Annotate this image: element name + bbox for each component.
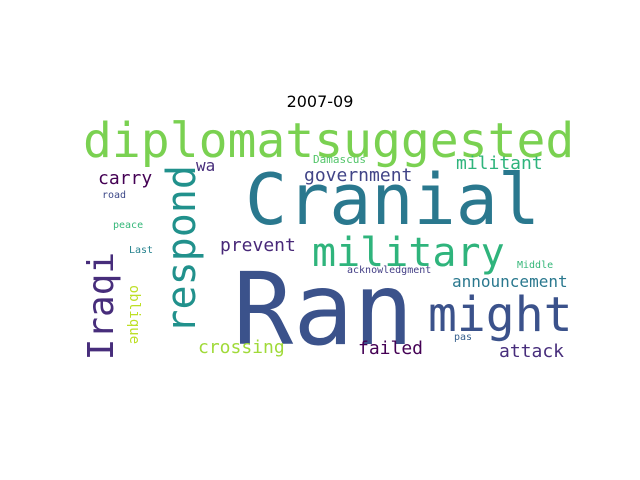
word-iraqi: Iraqi — [81, 252, 122, 361]
word-oblique: oblique — [126, 285, 142, 345]
word-respond: respond — [159, 165, 205, 334]
word-carry: carry — [98, 168, 153, 189]
word-peace: peace — [113, 220, 144, 231]
word-military: military — [312, 230, 505, 276]
chart-title: 2007-09 — [286, 92, 354, 111]
word-pas: pas — [454, 332, 473, 343]
word-failed: failed — [358, 338, 424, 359]
word-announcement: announcement — [452, 272, 568, 291]
word-acknowledgment: acknowledgment — [347, 265, 432, 276]
word-cranial: Cranial — [245, 159, 541, 241]
word-attack: attack — [499, 341, 565, 362]
word-last: Last — [129, 245, 154, 256]
word-middle: Middle — [517, 260, 554, 271]
word-damascus: Damascus — [313, 153, 366, 166]
word-diplomatsuggested: diplomatsuggested — [83, 113, 575, 169]
word-prevent: prevent — [220, 235, 296, 256]
word-wa: wa — [196, 156, 216, 175]
word-cloud: diplomatsuggested Cranial Ran respond mi… — [80, 117, 574, 368]
word-crossing: crossing — [198, 337, 285, 358]
word-militant: militant — [456, 153, 543, 174]
word-might: might — [428, 287, 573, 343]
word-government: government — [304, 165, 413, 186]
word-road: road — [102, 190, 127, 201]
word-ran: Ran — [233, 251, 414, 368]
